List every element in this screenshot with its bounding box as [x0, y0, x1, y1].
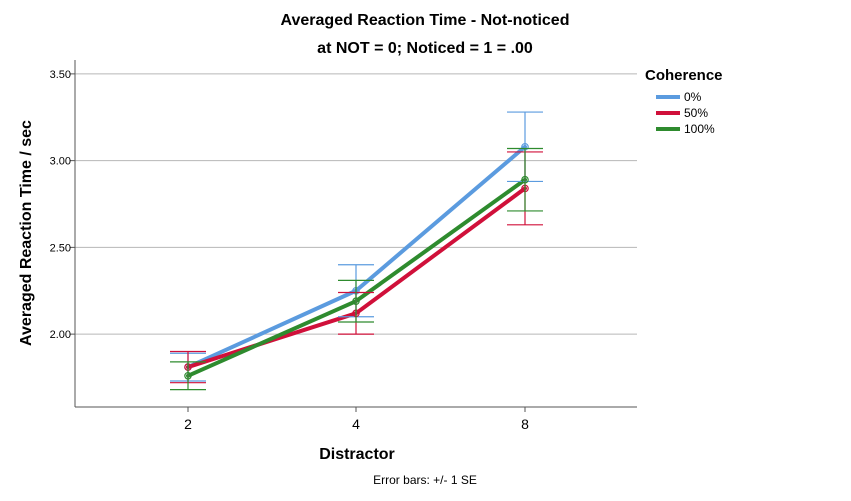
chart-title: Averaged Reaction Time - Not-noticed [281, 12, 570, 29]
x-tick-label: 4 [352, 416, 360, 432]
y-tick-labels: 2.00 2.50 3.00 3.50 [50, 69, 71, 341]
error-bar [338, 279, 374, 323]
error-bar [170, 361, 206, 391]
legend-item: 100% [656, 122, 715, 136]
legend-label: 100% [684, 122, 715, 136]
error-bars-note: Error bars: +/- 1 SE [373, 473, 477, 487]
y-axis-title: Averaged Reaction Time / sec [18, 120, 35, 346]
y-tick-label: 3.00 [50, 156, 71, 168]
y-tick-label: 2.00 [50, 329, 71, 341]
chart-subtitle: at NOT = 0; Noticed = 1 = .00 [317, 40, 533, 57]
data-point [352, 297, 360, 305]
legend-label: 50% [684, 106, 708, 120]
legend-label: 0% [684, 90, 702, 104]
legend: Coherence 0% 50% 100% [645, 67, 723, 136]
y-tick-label: 2.50 [50, 242, 71, 254]
data-point [521, 175, 529, 184]
x-axis-title: Distractor [319, 446, 395, 463]
y-tick-label: 3.50 [50, 69, 71, 81]
data-point [184, 371, 192, 380]
series-layer [170, 111, 543, 391]
axes [74, 60, 637, 408]
x-tick-label: 2 [184, 416, 192, 432]
x-tick-labels: 2 4 8 [184, 407, 529, 432]
gridlines [70, 73, 637, 335]
x-tick-label: 8 [521, 416, 529, 432]
error-bar [507, 147, 543, 212]
legend-item: 0% [656, 90, 702, 104]
legend-item: 50% [656, 106, 708, 120]
legend-title: Coherence [645, 67, 723, 84]
